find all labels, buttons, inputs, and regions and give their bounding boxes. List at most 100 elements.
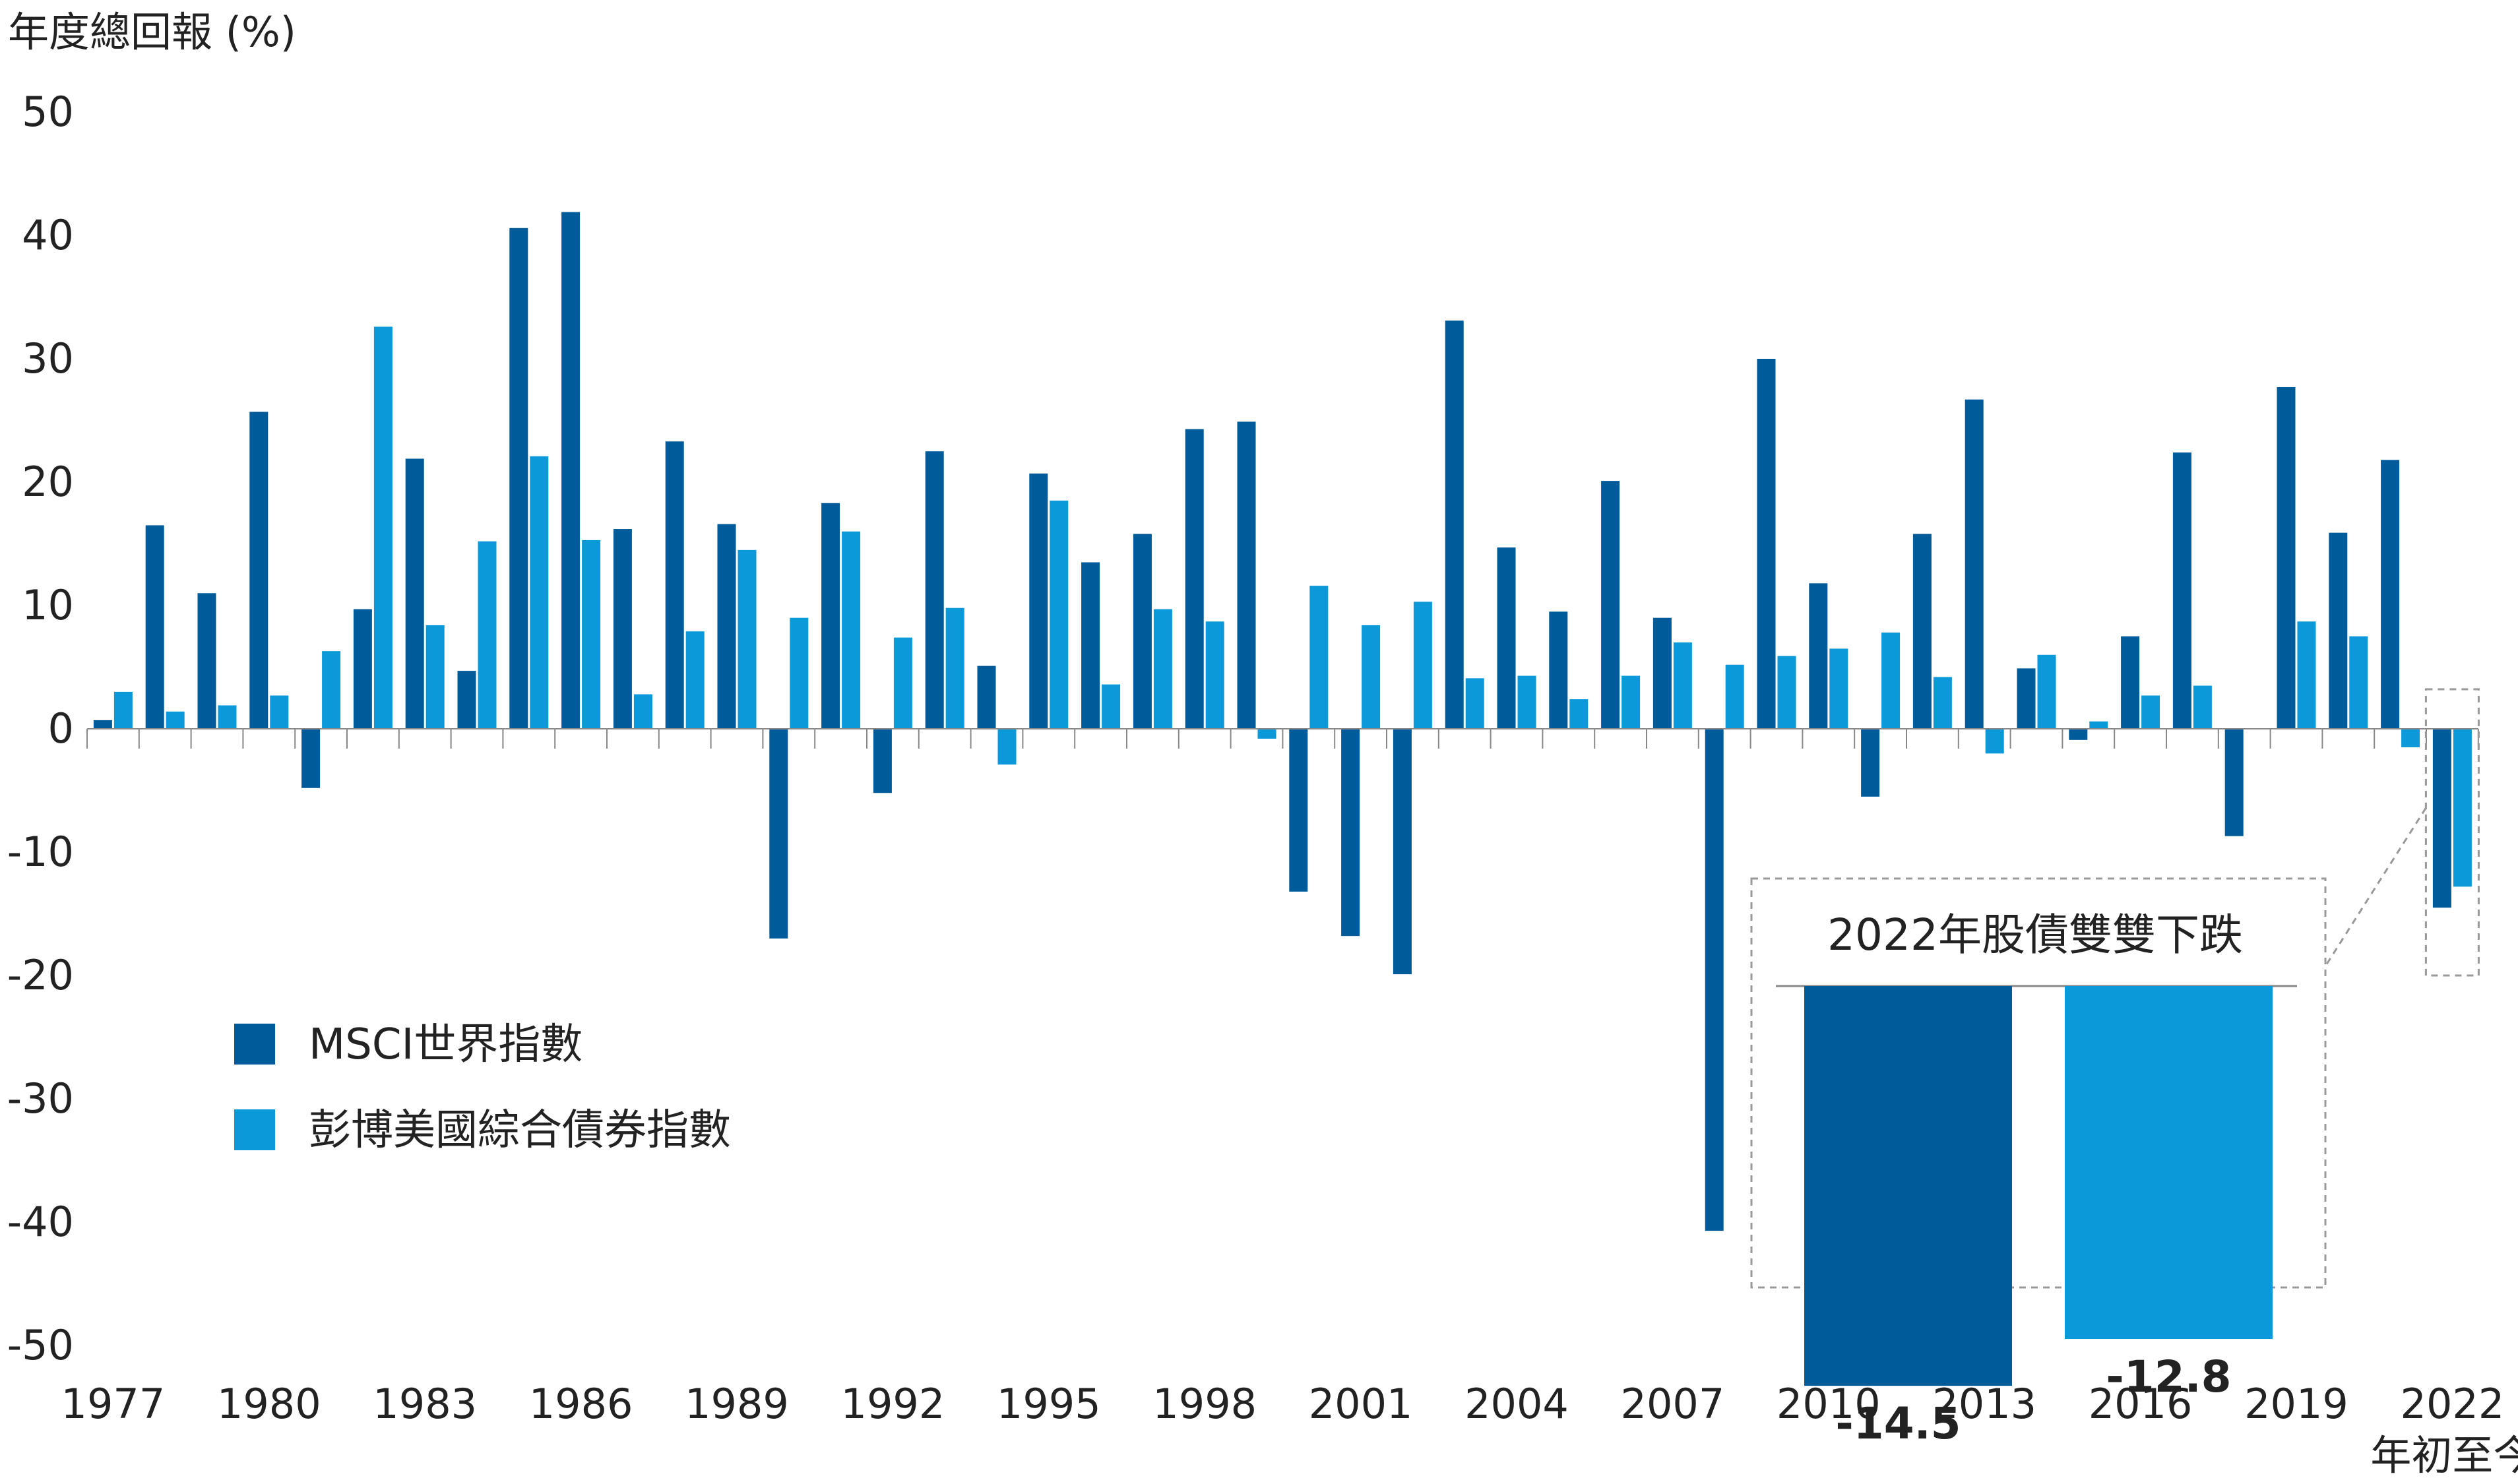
bar-bond-2005: [1569, 699, 1589, 729]
bar-bond-1988: [685, 631, 705, 729]
bar-bond-2012: [1933, 677, 1952, 729]
bar-msci-2016: [2121, 636, 2140, 729]
bar-msci-2021: [2381, 460, 2400, 729]
bar-bond-2000: [1309, 586, 1329, 729]
y-tick-label: 10: [22, 581, 74, 629]
bar-msci-1982: [353, 609, 372, 729]
inset-bar-bond: [2065, 986, 2273, 1340]
bar-bond-1987: [633, 694, 652, 729]
bar-bond-1979: [218, 705, 237, 729]
bar-msci-2015: [2069, 729, 2088, 740]
bar-bond-1977: [113, 691, 133, 729]
y-tick-label: -10: [7, 828, 74, 876]
ytd-highlight-box: [2424, 688, 2480, 977]
bar-bond-1980: [270, 695, 289, 729]
bar-msci-1997: [1133, 534, 1152, 729]
bar-msci-2019: [2277, 387, 2296, 729]
ytd-label: 年初至今: [2370, 1431, 2518, 1479]
x-tick-label: 1995: [997, 1380, 1101, 1428]
bar-msci-1993: [925, 451, 944, 729]
bar-msci-1996: [1081, 562, 1100, 729]
bar-bond-2022: [2453, 729, 2472, 887]
bar-msci-2004: [1497, 547, 1516, 729]
bar-msci-1985: [509, 228, 528, 729]
y-tick-label: 20: [22, 458, 74, 506]
bar-msci-2009: [1757, 359, 1776, 729]
x-tick-label: 2022: [2401, 1380, 2505, 1428]
bar-msci-2018: [2224, 729, 2244, 836]
bar-msci-2020: [2329, 532, 2348, 729]
bar-bond-2008: [1725, 664, 1744, 729]
bar-msci-1987: [613, 529, 632, 729]
bar-msci-2001: [1341, 729, 1360, 937]
bar-bond-2021: [2401, 729, 2420, 748]
y-axis-ticks: 50 40 30 20 10 0 -10 -20 -30 -40 -50: [7, 88, 74, 1369]
bar-bond-2006: [1621, 675, 1641, 729]
x-tick-label: 2013: [1932, 1380, 2036, 1428]
bar-msci-1998: [1185, 429, 1204, 729]
bar-msci-2022: [2432, 729, 2451, 908]
legend-label-msci: MSCI世界指數: [309, 1020, 582, 1069]
bar-msci-1978: [145, 525, 164, 729]
legend-swatch-bond: [234, 1109, 275, 1150]
bar-msci-2014: [2017, 668, 2036, 729]
bar-bond-2009: [1777, 656, 1796, 729]
bar-msci-1979: [197, 593, 216, 729]
bar-msci-2013: [1965, 399, 1984, 729]
bar-bond-1983: [425, 625, 445, 729]
bar-bond-1999: [1257, 729, 1276, 739]
bar-msci-2008: [1705, 729, 1724, 1231]
y-tick-label: -50: [7, 1321, 74, 1369]
x-tick-label: 2010: [1777, 1380, 1881, 1428]
bar-msci-1991: [821, 503, 840, 729]
bar-bond-2007: [1673, 642, 1692, 729]
bar-bond-1992: [893, 637, 912, 729]
bar-msci-1980: [249, 412, 268, 729]
bar-msci-1994: [977, 665, 996, 729]
x-tick-label: 2001: [1309, 1380, 1413, 1428]
bars-group: [93, 212, 2472, 1231]
bar-bond-1994: [997, 729, 1017, 765]
inset-connector-line: [2324, 807, 2427, 967]
legend: MSCI世界指數 彭博美國綜合債券指數: [234, 1020, 731, 1155]
bar-msci-1999: [1237, 421, 1256, 729]
bar-msci-1986: [561, 212, 581, 729]
bar-bond-2010: [1829, 648, 1848, 729]
bar-bond-1998: [1205, 621, 1224, 729]
bar-bond-1997: [1153, 609, 1172, 729]
bar-bond-1989: [738, 549, 757, 729]
bar-bond-1995: [1050, 501, 1069, 729]
bar-bond-1978: [166, 711, 185, 729]
bar-bond-1986: [582, 540, 601, 729]
bar-msci-2017: [2172, 452, 2191, 729]
x-tick-label: 2019: [2244, 1380, 2348, 1428]
x-tick-label: 1980: [217, 1380, 321, 1428]
inset-title: 2022年股債雙雙下跌: [1827, 910, 2243, 960]
bar-bond-2016: [2141, 695, 2160, 729]
bar-msci-1992: [873, 729, 892, 793]
bar-msci-2002: [1393, 729, 1412, 975]
bar-msci-1983: [405, 458, 424, 729]
bar-bond-2014: [2037, 654, 2056, 729]
x-tick-label: 2007: [1621, 1380, 1725, 1428]
inset-bar-msci: [1804, 986, 2012, 1386]
y-tick-label: 40: [22, 211, 74, 259]
y-tick-label: 0: [48, 704, 74, 753]
y-tick-label: -30: [7, 1074, 74, 1123]
bar-msci-1989: [717, 524, 736, 729]
bar-msci-2011: [1861, 729, 1880, 797]
bar-msci-1990: [769, 729, 788, 939]
bar-bond-2004: [1517, 675, 1536, 729]
bar-msci-1977: [93, 720, 112, 729]
bar-bond-1996: [1102, 684, 1121, 729]
bar-bond-2017: [2193, 685, 2212, 729]
bar-bond-2003: [1465, 678, 1484, 729]
y-axis-label: 年度總回報 (%): [8, 8, 296, 56]
bar-msci-2007: [1652, 617, 1672, 729]
x-tick-label: 1989: [685, 1380, 789, 1428]
x-tick-label: 1986: [529, 1380, 633, 1428]
bar-bond-2002: [1413, 602, 1432, 729]
bar-bond-2020: [2349, 636, 2368, 729]
bar-bond-1982: [373, 326, 393, 729]
